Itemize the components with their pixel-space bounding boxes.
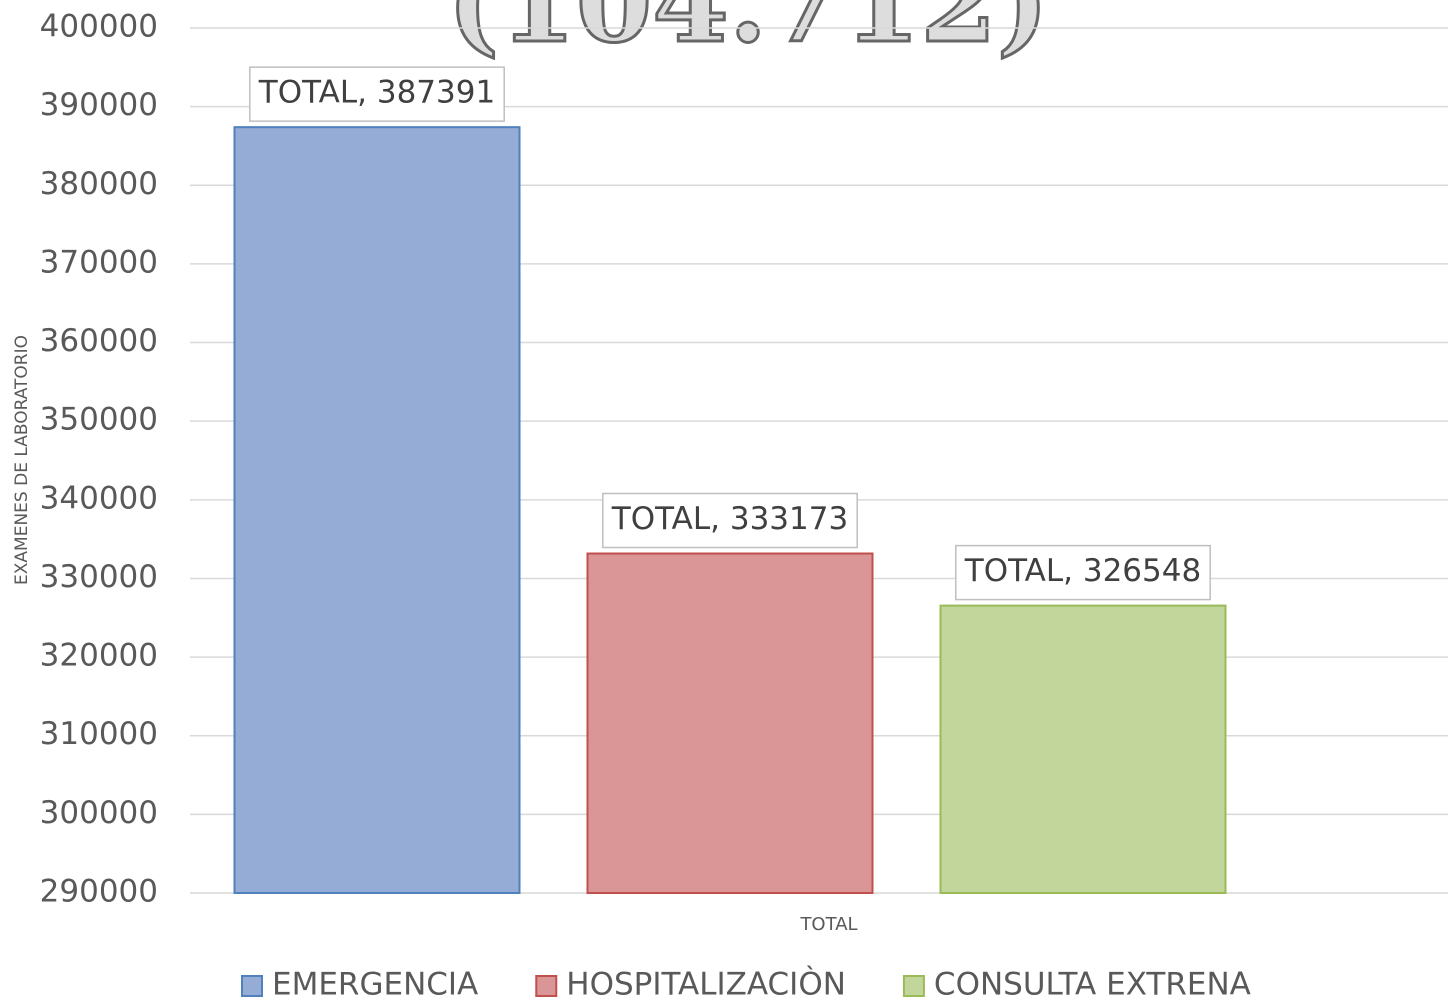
- legend-label: HOSPITALIZACIÒN: [566, 966, 846, 1000]
- data-label: TOTAL, 326548: [964, 553, 1201, 589]
- legend-swatch: [902, 975, 925, 997]
- y-tick-label: 300000: [40, 795, 158, 831]
- y-tick-label: 370000: [40, 244, 158, 280]
- y-tick-label: 380000: [40, 166, 158, 202]
- y-tick-label: 340000: [40, 480, 158, 516]
- chart-title: (104.712): [447, 0, 1049, 67]
- legend-swatch: [241, 975, 263, 997]
- y-tick-label: 390000: [40, 87, 158, 123]
- y-tick-label: 310000: [40, 716, 158, 752]
- y-tick-label: 320000: [40, 638, 158, 674]
- y-tick-label: 290000: [40, 874, 158, 910]
- x-axis-title: TOTAL: [799, 914, 857, 935]
- y-tick-label: 360000: [40, 323, 158, 359]
- y-axis-title: EXAMENES DE LABORATORIO: [12, 335, 32, 585]
- bar: [586, 552, 874, 894]
- data-label-box: [955, 544, 1211, 601]
- data-label: TOTAL, 333173: [611, 501, 848, 537]
- legend-label: CONSULTA EXTRENA: [934, 967, 1251, 1000]
- bar: [939, 604, 1227, 894]
- legend-label: EMERGENCIA: [272, 967, 478, 1000]
- data-label-box: [249, 66, 505, 122]
- y-tick-label: 400000: [40, 9, 158, 45]
- y-tick-label: 330000: [40, 559, 158, 595]
- y-tick-label: 350000: [40, 402, 158, 438]
- legend-swatch: [535, 975, 558, 997]
- data-label-box: [602, 492, 858, 549]
- bar: [233, 126, 521, 894]
- data-label: TOTAL, 387391: [258, 75, 495, 111]
